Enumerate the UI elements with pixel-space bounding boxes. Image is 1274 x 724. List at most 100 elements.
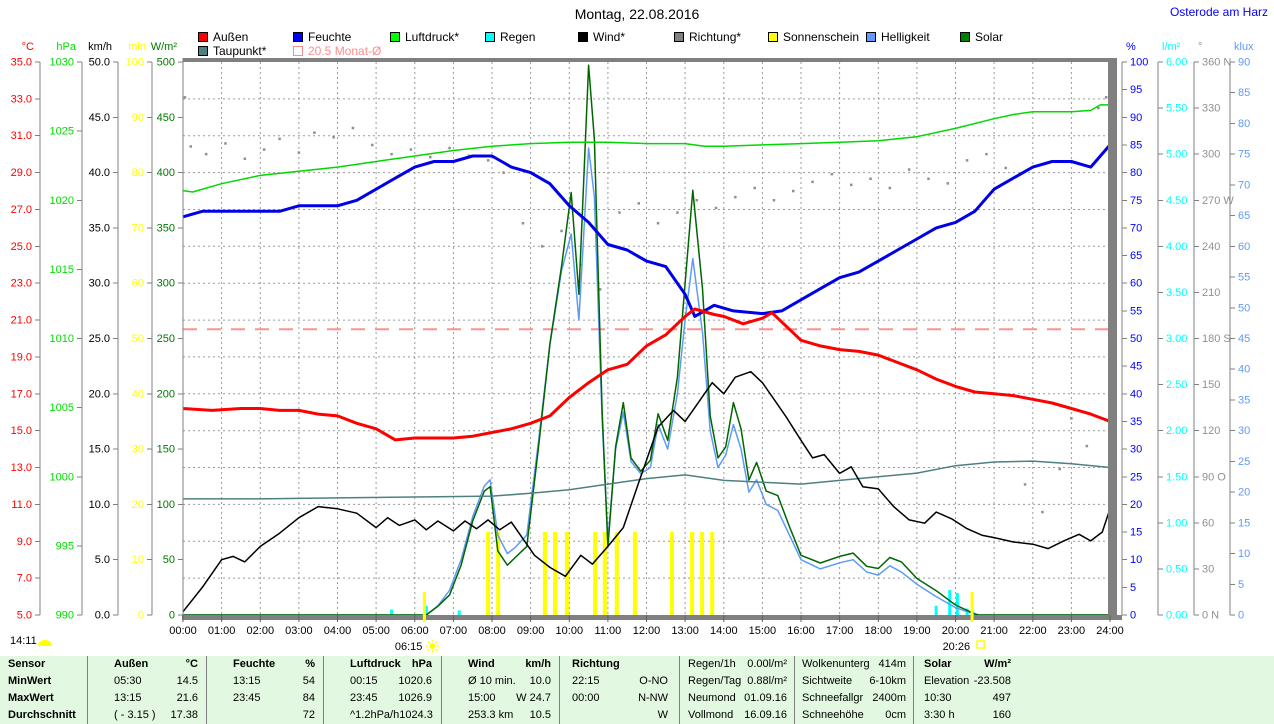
svg-text:2.00: 2.00 xyxy=(1166,425,1187,437)
svg-text:13.0: 13.0 xyxy=(11,462,32,474)
legend-label: Sonnenschein xyxy=(783,30,860,44)
table-cell-value: 1026.9 xyxy=(398,692,432,704)
legend-item-helligkeit[interactable]: Helligkeit xyxy=(866,31,930,43)
svg-text:0: 0 xyxy=(138,610,144,622)
legend-item-solar[interactable]: Solar xyxy=(960,31,1003,43)
table-cell-label: Regen/Tag xyxy=(688,675,742,687)
svg-text:20: 20 xyxy=(132,499,144,511)
svg-text:27.0: 27.0 xyxy=(11,204,32,216)
table-cell-value: 1024.3 xyxy=(399,709,433,721)
legend-item-wind[interactable]: Wind* xyxy=(578,31,625,43)
legend-item-luftdruck[interactable]: Luftdruck* xyxy=(390,31,459,43)
svg-text:15.0: 15.0 xyxy=(89,444,110,456)
svg-text:50: 50 xyxy=(1238,302,1250,314)
svg-text:24:00: 24:00 xyxy=(1096,625,1124,637)
legend-item-sonnenschein[interactable]: Sonnenschein xyxy=(768,31,859,43)
table-cell-value: 16.09.16 xyxy=(744,709,787,721)
svg-text:30.0: 30.0 xyxy=(89,278,110,290)
svg-text:75: 75 xyxy=(1130,195,1142,207)
table-cell-label: Solar xyxy=(924,658,952,670)
svg-text:15.0: 15.0 xyxy=(11,425,32,437)
svg-text:12:00: 12:00 xyxy=(633,625,661,637)
table-cell-label: Durchschnitt xyxy=(8,709,76,721)
legend-label: Solar xyxy=(975,30,1004,44)
svg-text:km/h: km/h xyxy=(88,41,112,53)
table-row: 253.3 km 10.5 xyxy=(468,707,551,724)
table-row: MinWert xyxy=(8,673,81,690)
svg-text:5.00: 5.00 xyxy=(1166,149,1187,161)
svg-text:7.0: 7.0 xyxy=(17,573,32,585)
svg-text:20.0: 20.0 xyxy=(89,388,110,400)
svg-text:300: 300 xyxy=(157,278,175,290)
svg-text:klux: klux xyxy=(1234,41,1254,53)
svg-text:65: 65 xyxy=(1130,250,1142,262)
svg-text:70: 70 xyxy=(1238,179,1250,191)
table-column-solar: Solar W/m² Elevation -23.508 10:30 497 3:30 h 1… xyxy=(913,656,1025,724)
svg-text:1015: 1015 xyxy=(50,264,74,276)
svg-text:30: 30 xyxy=(1238,425,1250,437)
table-cell-value: 6-10km xyxy=(869,675,906,687)
legend-item-aussen[interactable]: Außen xyxy=(198,31,248,43)
legend-item-taupunkt[interactable]: Taupunkt* xyxy=(198,45,266,57)
legend-item-monat[interactable]: 20.5 Monat-Ø xyxy=(293,45,381,57)
svg-text:330: 330 xyxy=(1202,103,1220,115)
table-cell-label: 13:15 xyxy=(233,675,261,687)
svg-text:3.50: 3.50 xyxy=(1166,287,1187,299)
legend-swatch-aussen-icon xyxy=(198,32,208,42)
sunset-marker: 20:26 xyxy=(943,592,985,653)
svg-text:33.0: 33.0 xyxy=(11,93,32,105)
svg-text:10.0: 10.0 xyxy=(89,499,110,511)
svg-text:80: 80 xyxy=(1238,118,1250,130)
x-axis-labels: 00:00 01:00 02:00 03:00 04:00 05:00 06:00 07:00… xyxy=(169,625,1124,637)
table-column-wolken: Wolkenunterg 414m Sichtweite 6-10km Schneefa… xyxy=(794,656,913,724)
svg-text:40: 40 xyxy=(132,388,144,400)
svg-text:50: 50 xyxy=(132,333,144,345)
table-row: 72 xyxy=(233,707,315,724)
svg-text:65: 65 xyxy=(1238,210,1250,222)
axis-right-2: 360 N 330 300 270 W 240 210 180 S 150 120 90 O 60 3… xyxy=(1193,41,1234,622)
svg-text:4.50: 4.50 xyxy=(1166,195,1187,207)
table-cell-label: Sichtweite xyxy=(802,675,853,687)
svg-text:35.0: 35.0 xyxy=(89,222,110,234)
legend-swatch-sonnenschein-icon xyxy=(768,32,778,42)
svg-text:02:00: 02:00 xyxy=(247,625,275,637)
svg-text:80: 80 xyxy=(132,167,144,179)
legend-item-regen[interactable]: Regen xyxy=(485,31,535,43)
table-cell-value: 160 xyxy=(992,709,1011,721)
table-row: Schneefallgr 2400m xyxy=(802,690,906,707)
table-cell-label: Luftdruck xyxy=(350,658,401,670)
legend-item-richtung[interactable]: Richtung* xyxy=(674,31,741,43)
svg-text:10: 10 xyxy=(1238,548,1250,560)
svg-text:23:00: 23:00 xyxy=(1058,625,1086,637)
table-row: ^1.2hPa/h 1024.3 xyxy=(350,707,433,724)
svg-text:17:00: 17:00 xyxy=(826,625,854,637)
station-name[interactable]: Osterode am Harz xyxy=(1169,5,1268,19)
svg-text:09:00: 09:00 xyxy=(517,625,545,637)
series-aussen xyxy=(182,307,1111,442)
series-wind xyxy=(182,370,1111,613)
svg-text:6.00: 6.00 xyxy=(1166,57,1187,69)
sunrise-sun-icon xyxy=(429,643,436,649)
table-row: W xyxy=(572,707,668,724)
svg-text:120: 120 xyxy=(1202,425,1220,437)
svg-text:hPa: hPa xyxy=(56,41,76,53)
svg-text:5: 5 xyxy=(1238,579,1244,591)
svg-text:90 O: 90 O xyxy=(1202,471,1226,483)
svg-text:22:00: 22:00 xyxy=(1019,625,1047,637)
table-cell-label: Wolkenunterg xyxy=(802,658,870,670)
table-cell-value: 21.6 xyxy=(176,692,198,704)
table-row: 15:00 W 24.7 xyxy=(468,690,551,707)
legend-item-feuchte[interactable]: Feuchte xyxy=(293,31,351,43)
svg-text:1010: 1010 xyxy=(50,333,74,345)
table-cell-value: 14.5 xyxy=(176,675,198,687)
legend-swatch-regen-icon xyxy=(485,32,495,42)
svg-text:9.0: 9.0 xyxy=(17,536,32,548)
table-row: Luftdruck hPa xyxy=(350,656,432,673)
svg-text:210: 210 xyxy=(1202,287,1220,299)
table-cell-value: W xyxy=(657,709,668,721)
legend-label: Außen xyxy=(213,30,249,44)
table-row: 23:45 1026.9 xyxy=(350,690,432,707)
table-row: Vollmond 16.09.16 xyxy=(688,707,787,724)
